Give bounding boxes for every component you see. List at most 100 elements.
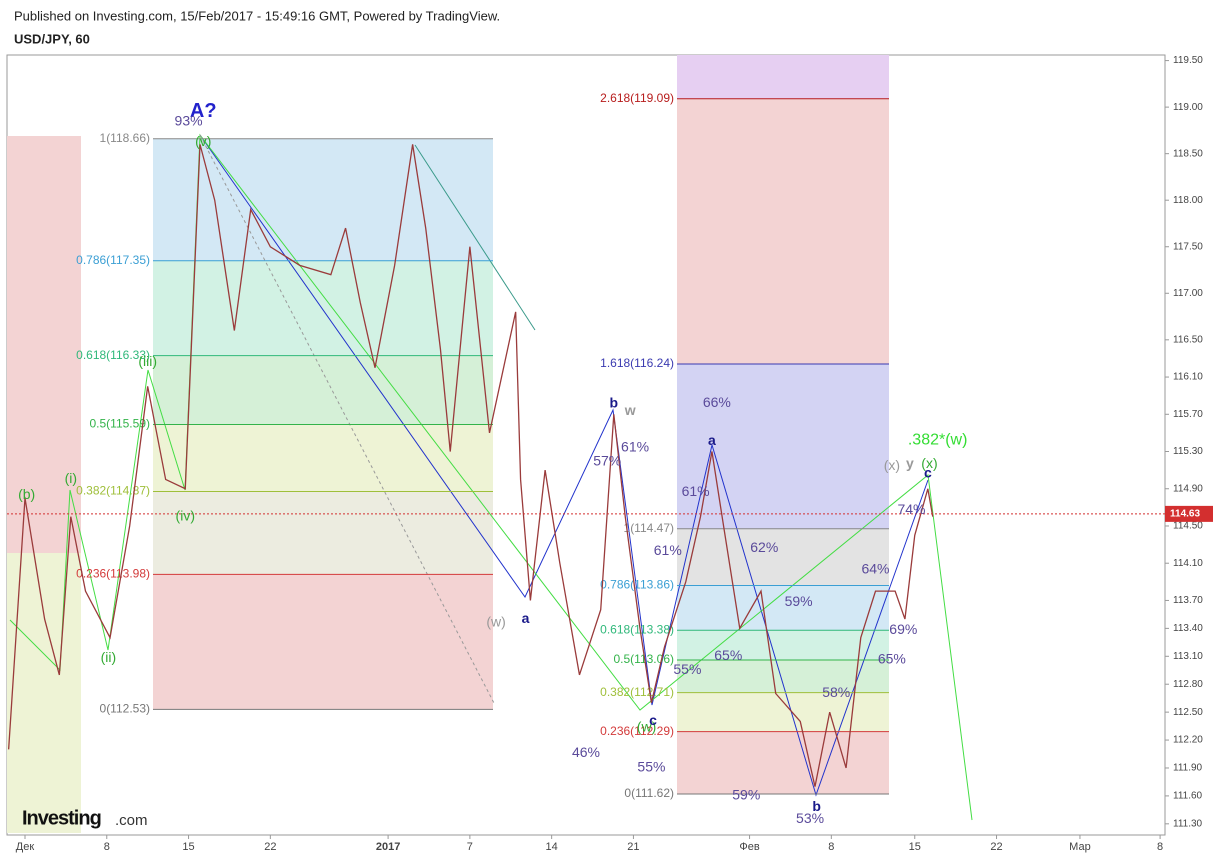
fib-zone — [153, 138, 493, 261]
wave-label: 61% — [654, 542, 682, 558]
y-tick-label: 113.10 — [1173, 651, 1203, 662]
wave-label: b — [610, 395, 619, 411]
wave-label: (v) — [195, 133, 211, 149]
x-tick-label: 8 — [104, 841, 110, 853]
fib-label: 0.786(113.86) — [600, 578, 674, 592]
y-tick-label: 117.50 — [1173, 241, 1203, 252]
wave-label: A? — [190, 100, 217, 122]
wave-label: .382*(w) — [908, 432, 968, 449]
y-tick-label: 118.50 — [1173, 148, 1203, 159]
y-tick-label: 116.10 — [1173, 372, 1203, 383]
wave-label: 66% — [703, 394, 731, 410]
y-tick-label: 115.70 — [1173, 409, 1203, 420]
y-tick-label: 118.00 — [1173, 195, 1203, 206]
y-tick-label: 116.50 — [1173, 334, 1203, 345]
fib-label: 0.236(113.98) — [76, 567, 150, 581]
wave-label: 64% — [861, 560, 889, 576]
x-tick-label: 15 — [182, 841, 194, 853]
last-price-tag — [1165, 505, 1213, 522]
y-tick-label: 114.10 — [1173, 558, 1203, 569]
x-tick-label: Мар — [1069, 841, 1091, 853]
wave-label: (w) — [637, 719, 656, 735]
y-tick-label: 112.80 — [1173, 679, 1203, 690]
trend-line — [199, 134, 496, 706]
wave-label: y — [906, 455, 914, 471]
logo-suffix: .com — [115, 812, 148, 829]
wave-label: (x) — [921, 455, 937, 471]
wave-label: 55% — [637, 759, 665, 775]
x-tick-label: 22 — [990, 841, 1002, 853]
wave-label: b — [812, 798, 821, 814]
wave-label: 57% — [593, 452, 621, 468]
wave-label: 59% — [732, 787, 760, 803]
wave-label: 61% — [621, 438, 649, 454]
wave-label: c — [924, 465, 932, 481]
x-tick-label: 14 — [546, 841, 558, 853]
x-tick-label: 22 — [264, 841, 276, 853]
fib-zone — [677, 731, 889, 795]
x-tick-label: 8 — [1157, 841, 1163, 853]
y-tick-label: 114.90 — [1173, 483, 1203, 494]
price-line — [7, 144, 934, 787]
y-tick-label: 113.70 — [1173, 595, 1203, 606]
fib-label: 0.786(117.35) — [76, 253, 150, 267]
zone — [7, 136, 81, 553]
wave-label: (w) — [486, 613, 505, 629]
fib-label: 0.5(115.59) — [90, 417, 151, 431]
y-tick-label: 114.50 — [1173, 521, 1203, 532]
y-tick-label: 115.30 — [1173, 446, 1203, 457]
wave-label: 59% — [785, 593, 813, 609]
fib-label: 2.618(119.09) — [600, 91, 674, 105]
fib-label: 0.382(114.87) — [76, 484, 150, 498]
fib-label: 1(118.66) — [100, 131, 150, 145]
wave-label: 53% — [796, 810, 824, 826]
wave-label: 69% — [889, 621, 917, 637]
wave-label: a — [708, 432, 716, 448]
wave-label: 46% — [572, 744, 600, 760]
fib-label: 0(112.53) — [100, 702, 150, 716]
zone — [7, 553, 81, 833]
fib-label: 0.236(112.29) — [600, 724, 674, 738]
wave-line — [9, 133, 973, 821]
wave-label: 65% — [714, 647, 742, 663]
fib-label: 1(114.47) — [624, 521, 674, 535]
wave-label: c — [649, 712, 657, 728]
trend-line — [414, 144, 536, 331]
last-price-label: 114.63 — [1170, 509, 1200, 520]
wave-label: 93% — [175, 113, 203, 129]
y-tick-label: 111.90 — [1173, 763, 1203, 774]
x-tick-label: Дек — [16, 841, 35, 853]
wave-label: 58% — [822, 684, 850, 700]
x-tick-label: 8 — [828, 841, 834, 853]
y-tick-label: 117.00 — [1173, 288, 1203, 299]
fib-label: 0.618(113.38) — [600, 622, 674, 636]
fib-zone — [677, 660, 889, 693]
y-tick-label: 119.00 — [1173, 102, 1203, 113]
fib-zone — [677, 98, 889, 365]
x-tick-label: 7 — [467, 841, 473, 853]
wave-label: (x) — [884, 457, 900, 473]
wave-label: (ii) — [101, 649, 117, 665]
fib-label: 0.382(112.71) — [600, 685, 674, 699]
fib-zone — [677, 528, 889, 586]
fib-zone — [677, 692, 889, 732]
fib-zone — [153, 355, 493, 425]
fib-zone — [677, 630, 889, 661]
y-tick-label: 113.40 — [1173, 623, 1203, 634]
x-tick-label: 15 — [909, 841, 921, 853]
fib-zone — [677, 585, 889, 631]
fib-zones — [153, 55, 889, 795]
logo: Investing — [22, 807, 101, 829]
x-tick-label: 21 — [627, 841, 639, 853]
wave-label: 62% — [750, 539, 778, 555]
wave-label: 74% — [897, 501, 925, 517]
wave-label: w — [624, 402, 636, 418]
x-tick-label: 2017 — [376, 841, 400, 853]
fib-label: 0.618(116.33) — [76, 348, 150, 362]
symbol: USD/JPY, 60 — [14, 31, 90, 46]
wave-label: (i) — [65, 470, 77, 486]
wave-label: (iv) — [176, 507, 195, 523]
y-tick-label: 111.60 — [1173, 791, 1203, 802]
y-tick-label: 119.50 — [1173, 55, 1203, 66]
